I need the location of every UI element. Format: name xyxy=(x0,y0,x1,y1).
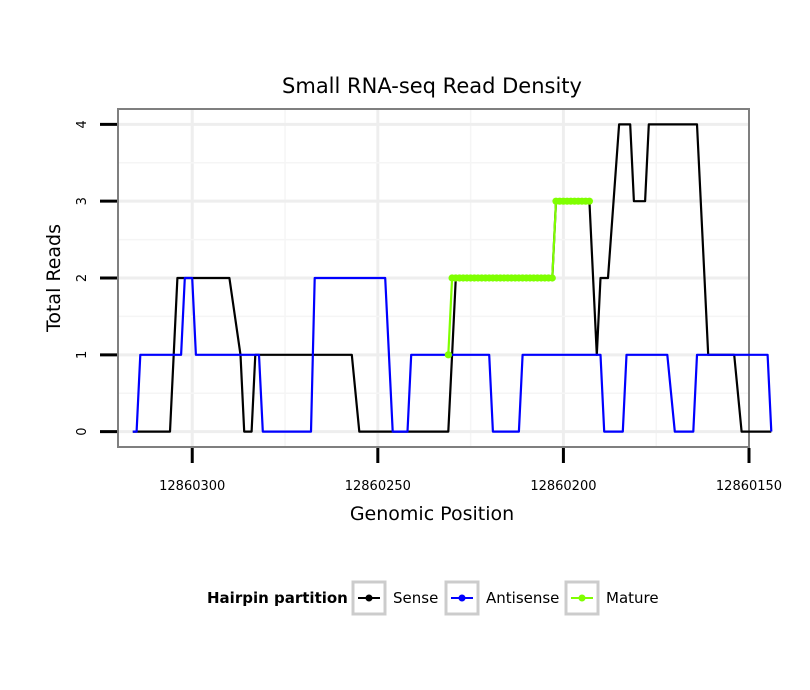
x-tick-label: 12860300 xyxy=(159,479,225,494)
x-axis-label: Genomic Position xyxy=(350,503,514,525)
data-point-mature xyxy=(585,197,593,205)
legend-key-dot xyxy=(365,594,373,602)
data-point-mature xyxy=(548,274,556,282)
data-point-mature xyxy=(444,351,452,359)
y-tick-label: 2 xyxy=(75,274,90,282)
legend-label: Antisense xyxy=(486,589,559,607)
legend-item-antisense: Antisense xyxy=(444,580,559,616)
legend: Hairpin partition Sense Antisense Mature xyxy=(207,580,659,616)
x-tick-label: 12860150 xyxy=(716,479,782,494)
chart-title: Small RNA-seq Read Density xyxy=(282,74,582,98)
legend-item-sense: Sense xyxy=(351,580,438,616)
x-tick-label: 12860250 xyxy=(345,479,411,494)
y-tick-label: 0 xyxy=(75,427,90,435)
y-tick-label: 1 xyxy=(75,351,90,359)
legend-label: Mature xyxy=(606,589,659,607)
legend-key-dot xyxy=(578,594,586,602)
legend-items: Sense Antisense Mature xyxy=(351,580,659,616)
legend-item-mature: Mature xyxy=(564,580,659,616)
y-axis-label: Total Reads xyxy=(43,224,65,333)
legend-key-dot xyxy=(458,594,466,602)
axis-ticks: 12860300 12860250 12860200 12860150 0 1 2 3 4 xyxy=(75,120,782,494)
legend-title: Hairpin partition xyxy=(207,589,348,607)
x-tick-label: 12860200 xyxy=(530,479,596,494)
y-tick-label: 3 xyxy=(75,197,90,205)
plot-border xyxy=(117,108,750,448)
legend-label: Sense xyxy=(393,589,438,607)
series-lines xyxy=(132,123,773,433)
y-tick-label: 4 xyxy=(75,120,90,128)
series-line-antisense xyxy=(132,276,773,433)
